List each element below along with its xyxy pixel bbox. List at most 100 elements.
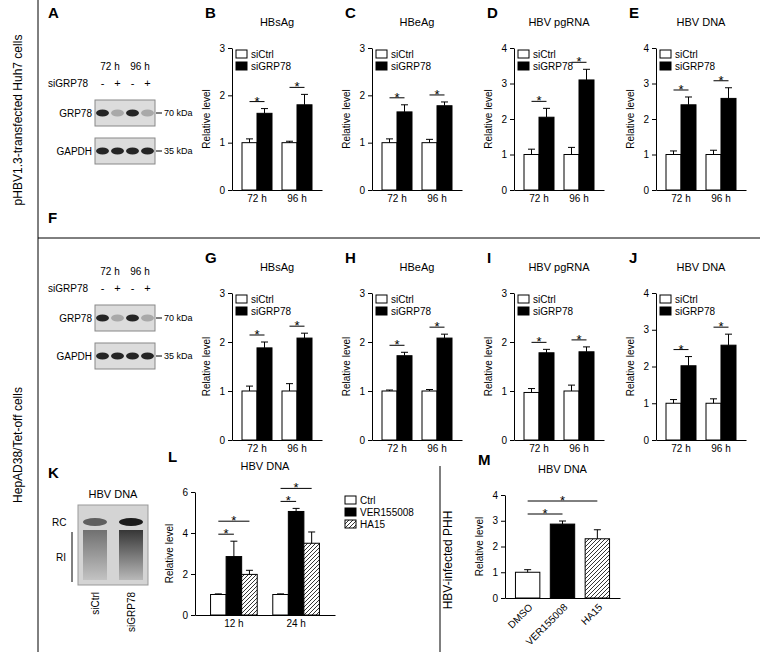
chart-title: HBV DNA <box>241 460 291 472</box>
y-tick-mark <box>510 155 514 156</box>
y-tick-mark <box>501 547 505 548</box>
blot-row-label: GAPDH <box>56 351 92 362</box>
error-bar <box>277 593 284 595</box>
bar <box>524 155 539 191</box>
plot-area <box>211 508 320 615</box>
x-tick: 96 h <box>569 440 588 454</box>
plot-area <box>242 94 312 190</box>
y-tick-mark <box>228 143 232 144</box>
bar <box>304 543 320 615</box>
bar <box>539 353 554 440</box>
bar <box>666 403 681 440</box>
panel-label: D <box>487 4 498 21</box>
y-tick: 2 <box>359 90 372 101</box>
blot-row-label: GRP78 <box>59 108 92 119</box>
bar <box>242 574 258 615</box>
time-label: 96 h <box>130 266 149 277</box>
x-axis: 72 h96 h <box>233 440 323 454</box>
legend-swatch <box>660 62 671 70</box>
y-axis-line <box>232 49 233 191</box>
x-tick: 96 h <box>711 190 730 204</box>
bar <box>273 595 289 616</box>
chart: 012372 h96 hHBV pgRNARelative levelIsiCt… <box>483 249 605 454</box>
figure: pHBV1.3-transfected Huh7 cellsHepAD38/Te… <box>0 0 760 652</box>
error-bar <box>301 333 308 338</box>
chart-title: HBsAg <box>260 261 294 273</box>
y-tick-label: 0 <box>359 185 365 196</box>
legend-swatch <box>518 62 529 70</box>
y-tick-mark <box>652 367 656 368</box>
error-bar <box>301 94 308 104</box>
plot-area <box>524 69 594 190</box>
y-tick-mark <box>652 155 656 156</box>
y-tick-label: 0 <box>501 185 507 196</box>
y-tick-mark <box>510 293 514 294</box>
x-axis: DMSOVER155008HA15 <box>506 598 621 647</box>
x-tick: HA15 <box>579 598 605 627</box>
legend-item: siGRP78 <box>518 61 573 72</box>
bar <box>564 391 579 440</box>
x-tick: 72 h <box>387 190 406 204</box>
lane-sign: - <box>131 77 135 89</box>
y-tick-label: 1 <box>643 149 649 160</box>
x-tick-label: 96 h <box>711 443 730 454</box>
error-bar <box>261 342 268 348</box>
significance-label: * <box>718 319 723 334</box>
y-tick-mark <box>368 190 372 191</box>
y-tick: 4 <box>182 528 195 539</box>
legend-item: siGRP78 <box>518 306 573 317</box>
size-dash <box>156 318 162 319</box>
y-tick: 2 <box>643 361 656 372</box>
significance-label: * <box>294 480 299 495</box>
chart: 0123472 h96 hHBV pgRNARelative levelDsiC… <box>483 4 605 204</box>
legend-swatch <box>345 508 356 516</box>
legend-item: siGRP78 <box>236 61 291 72</box>
x-axis: 72 h96 h <box>373 440 463 454</box>
error-bar <box>401 105 408 112</box>
x-tick: 72 h <box>387 440 406 454</box>
y-tick-mark <box>368 342 372 343</box>
legend-label: siCtrl <box>675 294 698 305</box>
panel-label: B <box>205 4 216 21</box>
y-tick-mark <box>510 48 514 49</box>
chart: 012372 h96 hHBsAgRelative levelGsiCtrlsi… <box>201 249 323 454</box>
x-tick: DMSO <box>506 598 535 631</box>
frame-line <box>38 0 39 652</box>
y-tick-mark <box>228 190 232 191</box>
blot-strip <box>95 100 155 126</box>
error-bar <box>441 334 448 338</box>
y-axis: 01234 <box>643 288 656 446</box>
x-tick-label: HA15 <box>579 601 605 627</box>
y-axis-title: Relative level <box>483 337 494 396</box>
y-tick-mark <box>652 293 656 294</box>
y-tick-label: 3 <box>501 288 507 299</box>
error-bar <box>594 530 601 539</box>
y-tick-mark <box>510 391 514 392</box>
x-tick-label: 96 h <box>427 193 446 204</box>
bar <box>564 155 579 191</box>
legend: siCtrlsiGRP78 <box>236 294 291 317</box>
y-tick: 0 <box>501 185 514 196</box>
blot-band <box>141 353 154 360</box>
error-bar <box>261 109 268 114</box>
y-tick-label: 3 <box>501 78 507 89</box>
y-tick: 3 <box>359 288 372 299</box>
significance-label: * <box>434 319 439 334</box>
legend-item: VER155008 <box>345 507 414 518</box>
chart-title: HBV DNA <box>677 16 727 28</box>
x-tick-label: 72 h <box>671 193 690 204</box>
x-tick: 96 h <box>287 440 306 454</box>
error-bar <box>559 521 566 524</box>
bar <box>706 155 721 191</box>
significance-label: * <box>536 93 541 108</box>
y-axis: 01234 <box>643 43 656 196</box>
y-tick: 1 <box>643 149 656 160</box>
band-range <box>72 532 73 582</box>
significance-label: * <box>718 73 723 88</box>
y-tick-mark <box>191 574 195 575</box>
y-tick-label: 1 <box>643 398 649 409</box>
x-tick: 72 h <box>529 190 548 204</box>
significance-label: * <box>543 506 548 521</box>
bar <box>288 511 304 615</box>
bar <box>585 539 609 598</box>
